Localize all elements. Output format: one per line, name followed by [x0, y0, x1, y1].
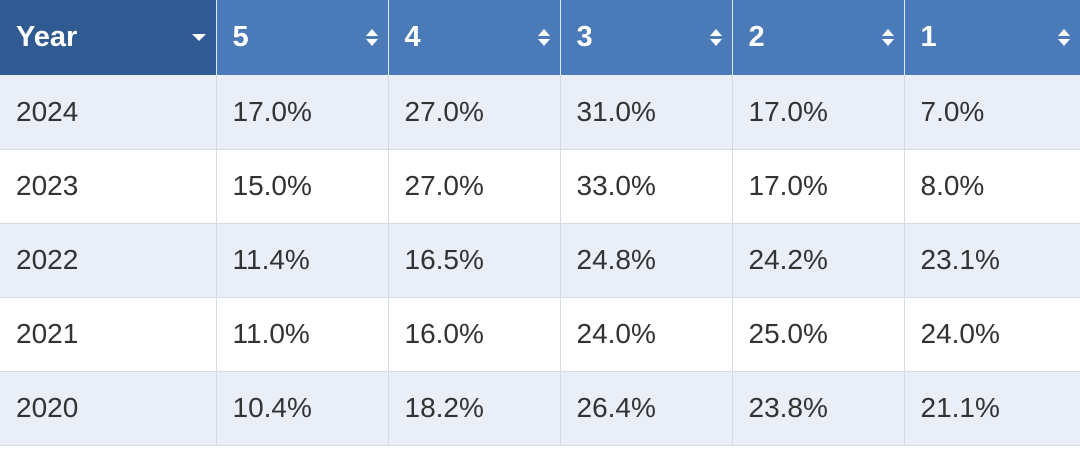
value-cell: 24.8%	[560, 223, 733, 298]
value-cell: 24.2%	[732, 223, 905, 298]
column-header-label: 5	[232, 21, 249, 53]
column-header-label: 1	[920, 21, 937, 53]
column-header-4[interactable]: 4	[388, 0, 561, 75]
value-cell: 16.0%	[388, 297, 561, 372]
header-row: Year 5 4 3	[0, 0, 1080, 75]
value-cell: 25.0%	[732, 297, 905, 372]
value-cell: 17.0%	[216, 75, 389, 150]
value-cell: 7.0%	[904, 75, 1080, 150]
sort-icon[interactable]	[1057, 29, 1070, 46]
value-cell: 10.4%	[216, 371, 389, 446]
dropdown-icon[interactable]	[191, 34, 206, 41]
value-cell: 17.0%	[732, 149, 905, 224]
column-header-2[interactable]: 2	[732, 0, 905, 75]
year-cell: 2024	[0, 75, 217, 150]
value-cell: 27.0%	[388, 149, 561, 224]
year-cell: 2022	[0, 223, 217, 298]
column-header-label: 4	[404, 21, 421, 53]
column-header-label: 3	[576, 21, 593, 53]
table-row: 2024 17.0% 27.0% 31.0% 17.0% 7.0%	[0, 75, 1080, 150]
year-cell: 2023	[0, 149, 217, 224]
column-header-label: 2	[748, 21, 765, 53]
sort-icon[interactable]	[709, 29, 722, 46]
value-cell: 11.4%	[216, 223, 389, 298]
value-cell: 24.0%	[904, 297, 1080, 372]
value-cell: 27.0%	[388, 75, 561, 150]
year-cell: 2021	[0, 297, 217, 372]
value-cell: 26.4%	[560, 371, 733, 446]
column-header-1[interactable]: 1	[904, 0, 1080, 75]
value-cell: 16.5%	[388, 223, 561, 298]
value-cell: 23.1%	[904, 223, 1080, 298]
column-header-year[interactable]: Year	[0, 0, 217, 75]
value-cell: 31.0%	[560, 75, 733, 150]
value-cell: 33.0%	[560, 149, 733, 224]
year-cell: 2020	[0, 371, 217, 446]
column-header-3[interactable]: 3	[560, 0, 733, 75]
table-row: 2022 11.4% 16.5% 24.8% 24.2% 23.1%	[0, 223, 1080, 298]
table-row: 2020 10.4% 18.2% 26.4% 23.8% 21.1%	[0, 371, 1080, 446]
sort-icon[interactable]	[537, 29, 550, 46]
value-cell: 15.0%	[216, 149, 389, 224]
table-row: 2023 15.0% 27.0% 33.0% 17.0% 8.0%	[0, 149, 1080, 224]
value-cell: 11.0%	[216, 297, 389, 372]
value-cell: 24.0%	[560, 297, 733, 372]
sort-icon[interactable]	[881, 29, 894, 46]
value-cell: 18.2%	[388, 371, 561, 446]
table-row: 2021 11.0% 16.0% 24.0% 25.0% 24.0%	[0, 297, 1080, 372]
value-cell: 8.0%	[904, 149, 1080, 224]
value-cell: 23.8%	[732, 371, 905, 446]
value-cell: 17.0%	[732, 75, 905, 150]
sort-icon[interactable]	[365, 29, 378, 46]
column-header-5[interactable]: 5	[216, 0, 389, 75]
value-cell: 21.1%	[904, 371, 1080, 446]
column-header-label: Year	[16, 21, 78, 53]
